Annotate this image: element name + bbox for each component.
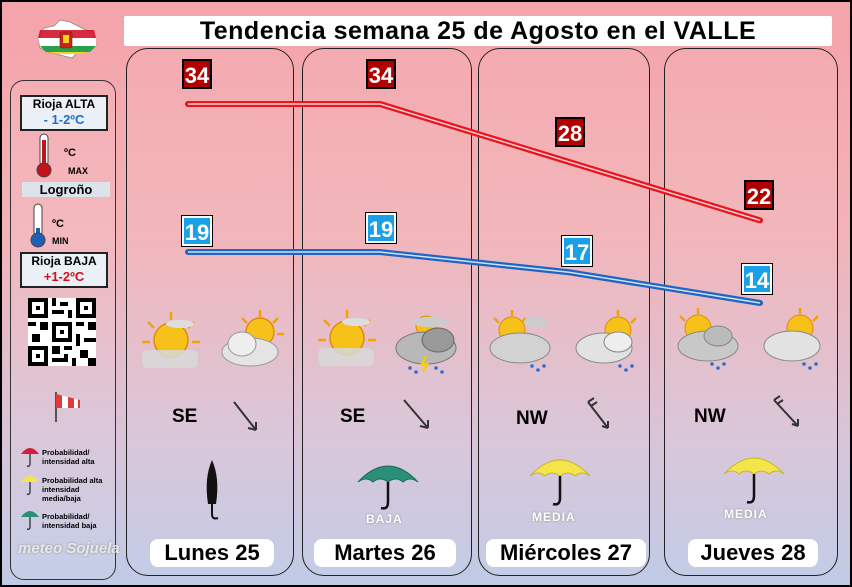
rioja-alta-label: Rioja ALTA [32, 97, 96, 111]
umbrella-med-legend-icon [21, 476, 39, 495]
cloudy-rain-icon [677, 308, 739, 370]
max-label: MAX [68, 166, 88, 176]
min-label: MIN [52, 236, 69, 246]
rioja-baja-box: Rioja BAJA +1-2ºC [20, 252, 108, 288]
rioja-alta-delta: - 1-2ºC [43, 112, 85, 127]
umbrella-low-icon [357, 465, 419, 510]
wind-direction-day-3: NW [516, 408, 548, 429]
partly-cloudy-icon [221, 310, 284, 367]
sun-haze-icon [318, 310, 376, 366]
min-temp-day-3: 17 [561, 235, 593, 267]
cloudy-rain-icon [575, 310, 637, 372]
rioja-baja-delta: +1-2ºC [43, 269, 85, 284]
rioja-alta-box: Rioja ALTA - 1-2ºC [20, 95, 108, 131]
day-panel-4 [664, 48, 838, 576]
closed-umbrella-icon [206, 460, 219, 520]
precip-label-day-2: BAJA [366, 512, 403, 526]
max-temp-day-2: 34 [366, 59, 396, 89]
cloudy-rain-icon [489, 310, 551, 372]
day-panel-1 [126, 48, 294, 576]
max-temperature-line-highlight [188, 103, 761, 222]
umbrella-med-icon [723, 457, 785, 504]
max-temp-day-4: 22 [744, 180, 774, 210]
min-unit-label: ºC [52, 218, 64, 230]
day-label-4: Jueves 28 [688, 539, 818, 567]
thermometer-max-icon [36, 133, 52, 178]
legend-prob-med: Probabilidad alta intensidad media/baja [42, 476, 103, 503]
cloudy-rain-icon [763, 308, 821, 370]
rioja-baja-label: Rioja BAJA [31, 254, 97, 268]
wind-direction-day-4: NW [694, 406, 726, 427]
storm-cloud-icon [395, 315, 457, 374]
min-temp-day-1: 19 [181, 215, 213, 247]
wind-arrow-icon [233, 401, 257, 431]
umbrella-high-legend-icon [21, 448, 39, 467]
precip-label-day-4: MEDIA [724, 507, 768, 521]
thermometer-min-icon [30, 203, 46, 248]
legend-prob-low: Probabilidad/ intensidad baja [42, 512, 97, 530]
logrono-label: Logroño [22, 182, 110, 197]
wind-direction-day-2: SE [340, 406, 366, 427]
max-unit-label: ºC [64, 147, 76, 159]
page-title: Tendencia semana 25 de Agosto en el VALL… [124, 16, 832, 46]
max-temp-day-1: 34 [182, 59, 212, 89]
max-temperature-line [185, 101, 763, 224]
la-rioja-flag-icon [37, 19, 97, 59]
max-temp-day-3: 28 [555, 117, 585, 147]
min-temp-day-2: 19 [365, 212, 397, 244]
day-label-2: Martes 26 [314, 539, 456, 567]
windsock-icon [55, 392, 80, 422]
sun-haze-icon [142, 312, 200, 368]
min-temp-day-4: 14 [741, 263, 773, 295]
day-label-1: Lunes 25 [150, 539, 274, 567]
legend-prob-high: Probabilidad/ intensidad alta [42, 448, 95, 466]
qr-code-icon [28, 298, 96, 366]
wind-direction-day-1: SE [172, 406, 198, 427]
min-temperature-line [185, 249, 763, 306]
day-label-3: Miércoles 27 [486, 539, 646, 567]
brand-logo: meteo Sojuela [18, 540, 120, 557]
wind-arrow-icon [587, 397, 609, 429]
precip-label-day-3: MEDIA [532, 510, 576, 524]
wind-arrow-icon [403, 399, 429, 429]
umbrella-low-legend-icon [21, 511, 39, 530]
min-temperature-line-highlight [188, 251, 761, 304]
umbrella-med-icon [529, 459, 591, 506]
wind-arrow-icon [773, 395, 799, 427]
